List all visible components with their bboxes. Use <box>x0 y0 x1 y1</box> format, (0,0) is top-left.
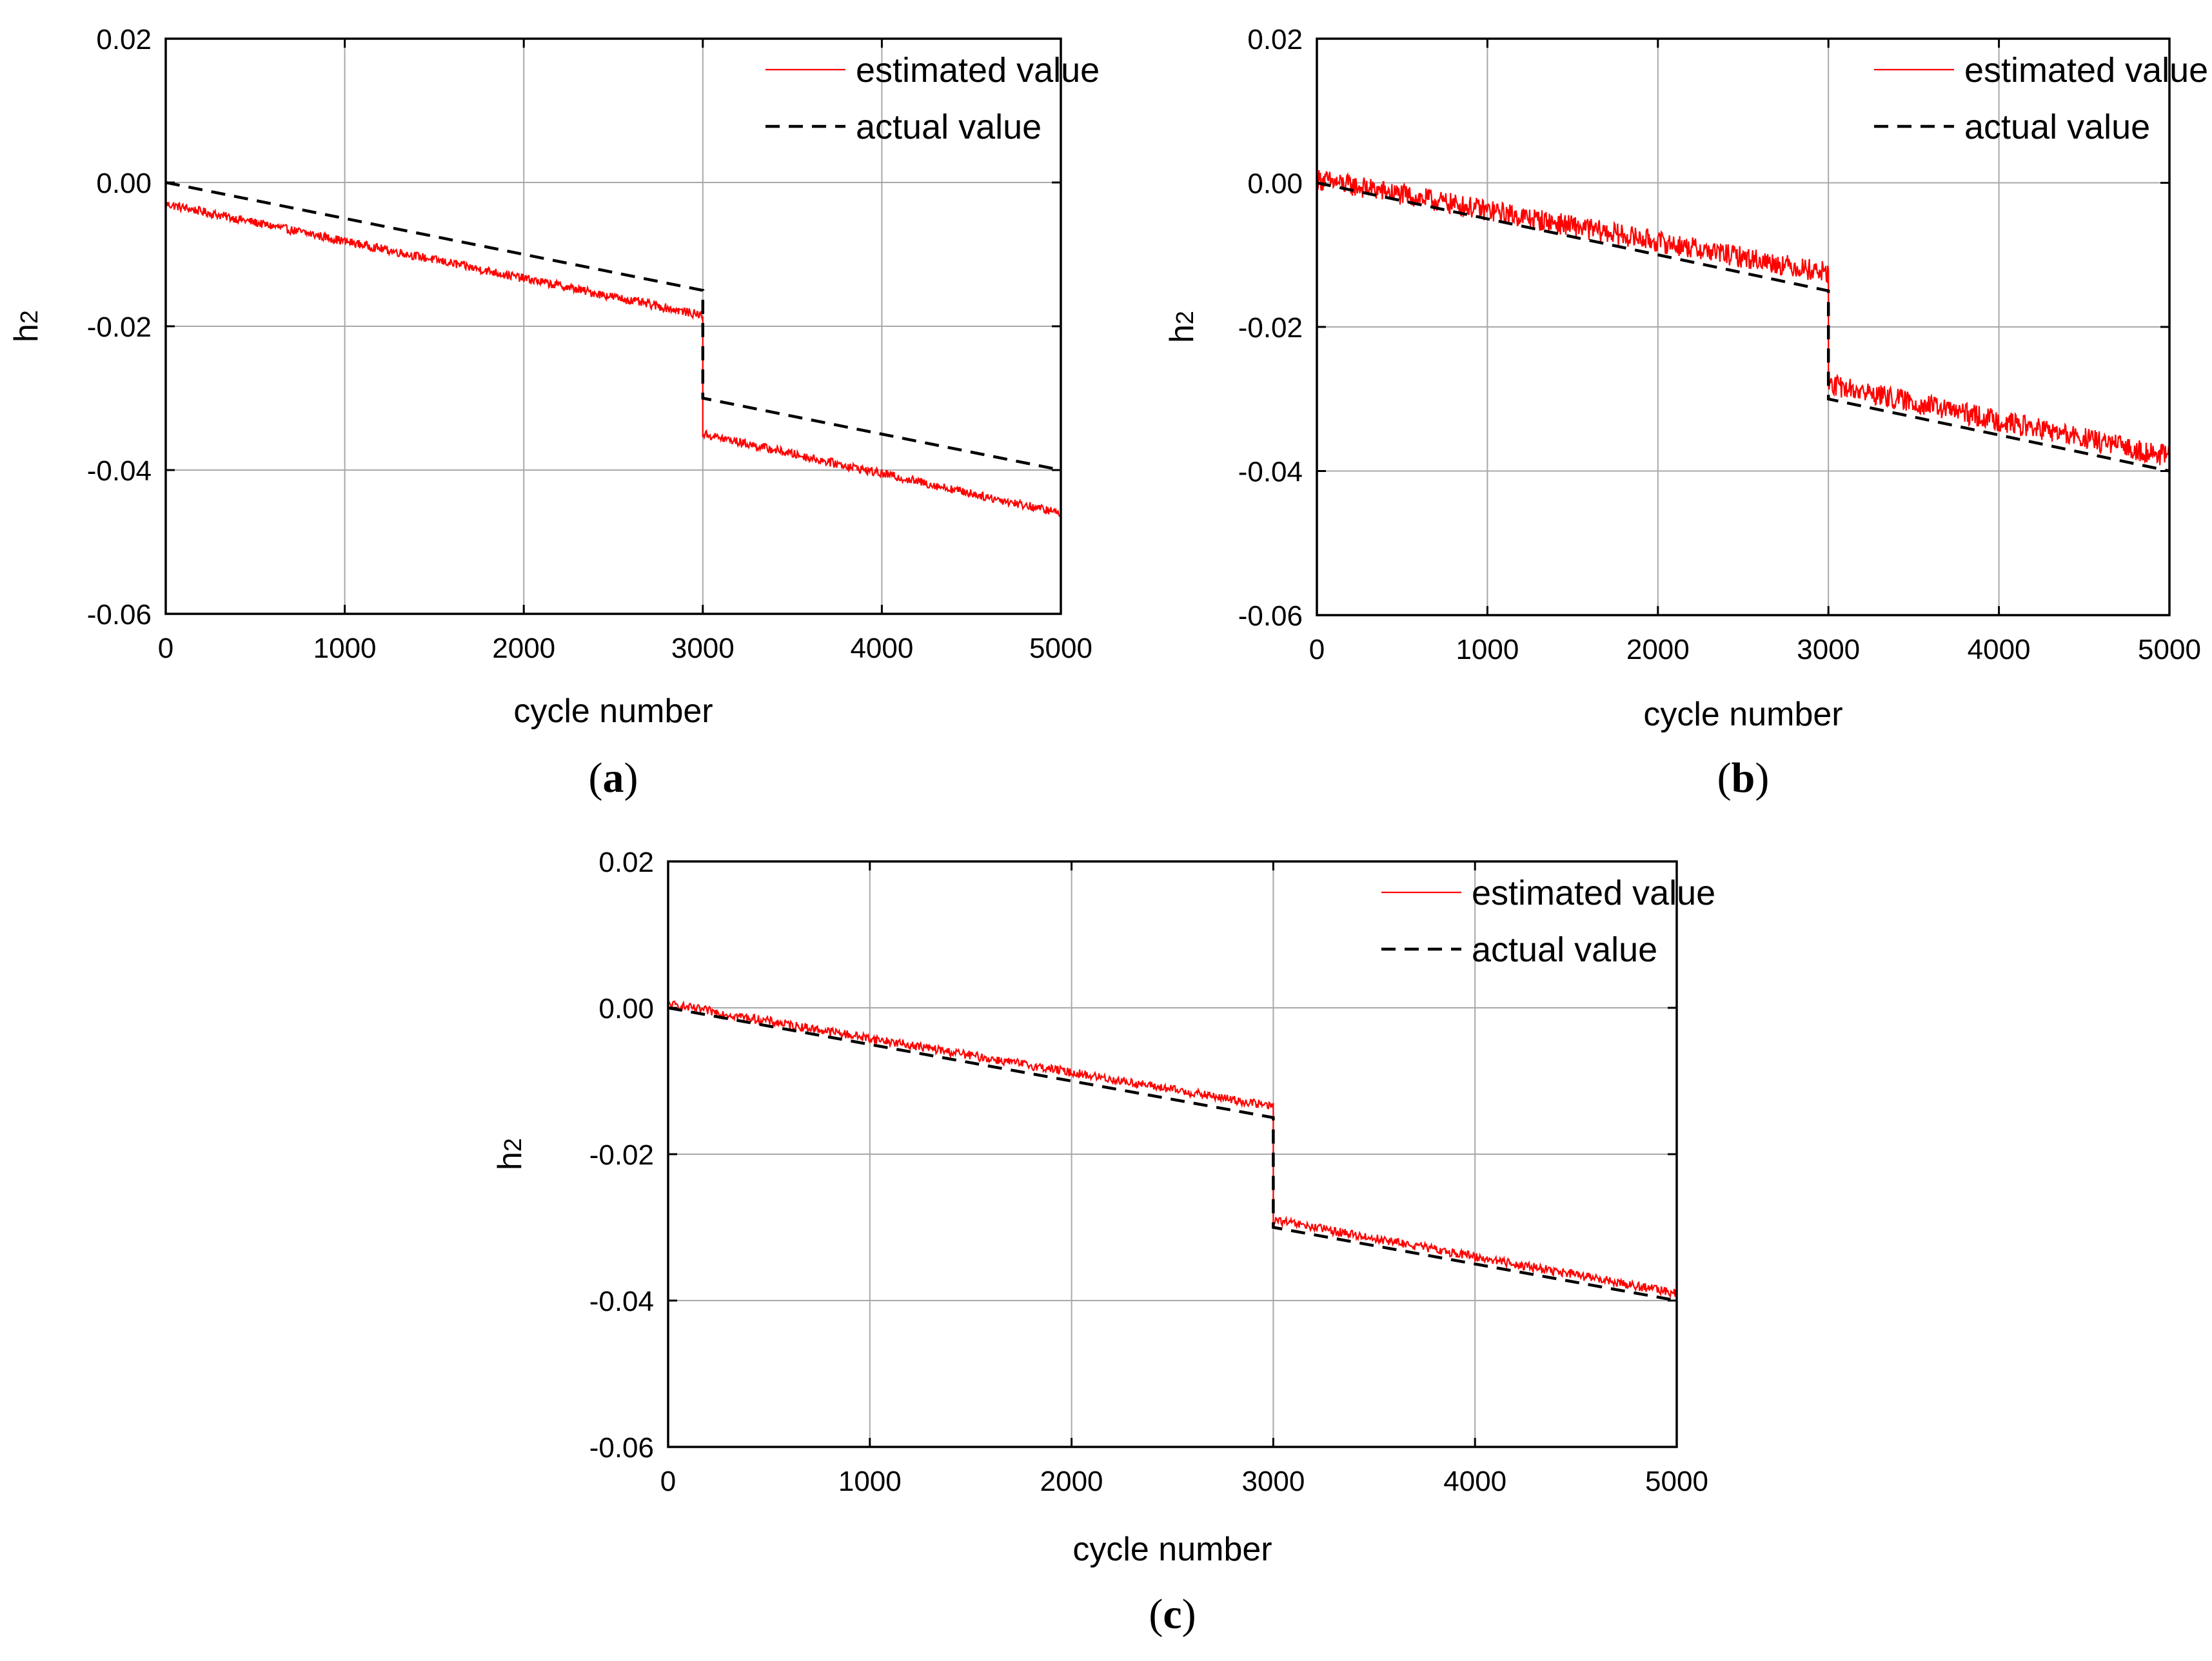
y-tick-label: -0.04 <box>87 455 152 487</box>
y-axis-title: h2 <box>8 310 45 342</box>
panel-label: (c) <box>1149 1591 1196 1638</box>
x-tick-label: 3000 <box>1797 634 1860 665</box>
y-tick-label: -0.06 <box>589 1432 654 1464</box>
x-tick-label: 1000 <box>1456 634 1519 665</box>
x-tick-label: 0 <box>660 1466 676 1497</box>
y-tick-label: -0.02 <box>87 311 152 343</box>
x-tick-label: 5000 <box>1029 633 1092 664</box>
legend-label: actual value <box>856 108 1042 146</box>
y-axis-title-sub: 2 <box>1172 311 1199 324</box>
y-tick-label: 0.00 <box>96 168 152 199</box>
legend-label: estimated value <box>856 51 1100 90</box>
plot-frame <box>1316 37 2171 616</box>
legend-label: estimated value <box>1964 51 2208 90</box>
x-tick-label: 3000 <box>1241 1466 1305 1497</box>
panel-label-open: ( <box>1149 1591 1163 1638</box>
y-tick-label: -0.02 <box>589 1139 654 1171</box>
x-axis-title: cycle number <box>1643 696 1842 733</box>
y-axis-title-base: h <box>491 1152 529 1170</box>
panel-label-open: ( <box>589 754 603 801</box>
chart-panel-c: 0 1000 2000 3000 4000 5000 -0.06 -0.04 -0.02 0.00… <box>491 847 1715 1638</box>
series-line-estimated-value <box>164 201 1062 518</box>
legend-label: estimated value <box>1472 874 1715 912</box>
x-axis-title: cycle number <box>513 693 713 730</box>
x-tick-label: 0 <box>1309 634 1325 665</box>
x-tick-label: 2000 <box>492 633 555 664</box>
series-line-estimated-value <box>1316 170 2171 466</box>
legend-label: actual value <box>1472 930 1657 969</box>
y-tick-label: 0.02 <box>598 847 654 878</box>
series-line-actual-value <box>165 181 1062 472</box>
series-line-estimated-value <box>668 1000 1678 1299</box>
x-tick-label: 5000 <box>2138 634 2201 665</box>
panel-label-close: ) <box>624 754 638 801</box>
plot-frame <box>667 860 1678 1448</box>
panel-label-letter: b <box>1732 754 1755 801</box>
y-tick-label: 0.02 <box>1247 24 1303 55</box>
x-tick-label: 1000 <box>838 1466 902 1497</box>
x-tick-label: 3000 <box>671 633 735 664</box>
x-tick-label: 4000 <box>1968 634 2031 665</box>
y-tick-label: -0.06 <box>87 599 152 631</box>
charts-root: 0 1000 2000 3000 4000 5000 -0.06 -0.04 -0.02 0.00… <box>8 24 2208 1638</box>
y-tick-label: -0.06 <box>1238 600 1303 632</box>
chart-panel-b: 0 1000 2000 3000 4000 5000 -0.06 -0.04 -0.02 0.00… <box>1163 24 2208 801</box>
x-tick-label: 4000 <box>850 633 913 664</box>
y-axis-title: h2 <box>491 1138 529 1170</box>
panel-label-open: ( <box>1717 754 1732 801</box>
panel-label-letter: c <box>1163 1591 1181 1638</box>
y-tick-label: 0.02 <box>96 24 152 55</box>
y-tick-label: 0.00 <box>598 993 654 1025</box>
x-tick-label: 2000 <box>1626 634 1690 665</box>
panel-label-close: ) <box>1182 1591 1196 1638</box>
y-axis-title-sub: 2 <box>500 1138 527 1152</box>
panel-label-letter: a <box>603 754 624 801</box>
x-tick-label: 1000 <box>313 633 377 664</box>
panel-label-close: ) <box>1755 754 1769 801</box>
y-tick-label: -0.04 <box>589 1286 654 1317</box>
y-axis-title-base: h <box>1163 324 1201 343</box>
panel-label: (a) <box>589 754 638 801</box>
y-tick-label: 0.00 <box>1247 168 1303 200</box>
y-tick-label: -0.04 <box>1238 457 1303 488</box>
y-axis-title: h2 <box>1163 311 1201 343</box>
y-axis-title-base: h <box>8 324 45 342</box>
x-tick-label: 0 <box>158 633 173 664</box>
x-tick-label: 2000 <box>1040 1466 1103 1497</box>
chart-panel-a: 0 1000 2000 3000 4000 5000 -0.06 -0.04 -0.02 0.00… <box>8 24 1100 801</box>
legend-label: actual value <box>1964 108 2150 146</box>
y-axis-title-sub: 2 <box>16 310 43 324</box>
plot-frame <box>164 37 1062 615</box>
series-line-actual-value <box>1316 181 2170 473</box>
x-tick-label: 5000 <box>1645 1466 1708 1497</box>
series-line-actual-value <box>667 1006 1677 1302</box>
panel-label: (b) <box>1717 754 1770 801</box>
x-tick-label: 4000 <box>1443 1466 1506 1497</box>
x-axis-title: cycle number <box>1072 1531 1272 1568</box>
y-tick-label: -0.02 <box>1238 312 1303 344</box>
